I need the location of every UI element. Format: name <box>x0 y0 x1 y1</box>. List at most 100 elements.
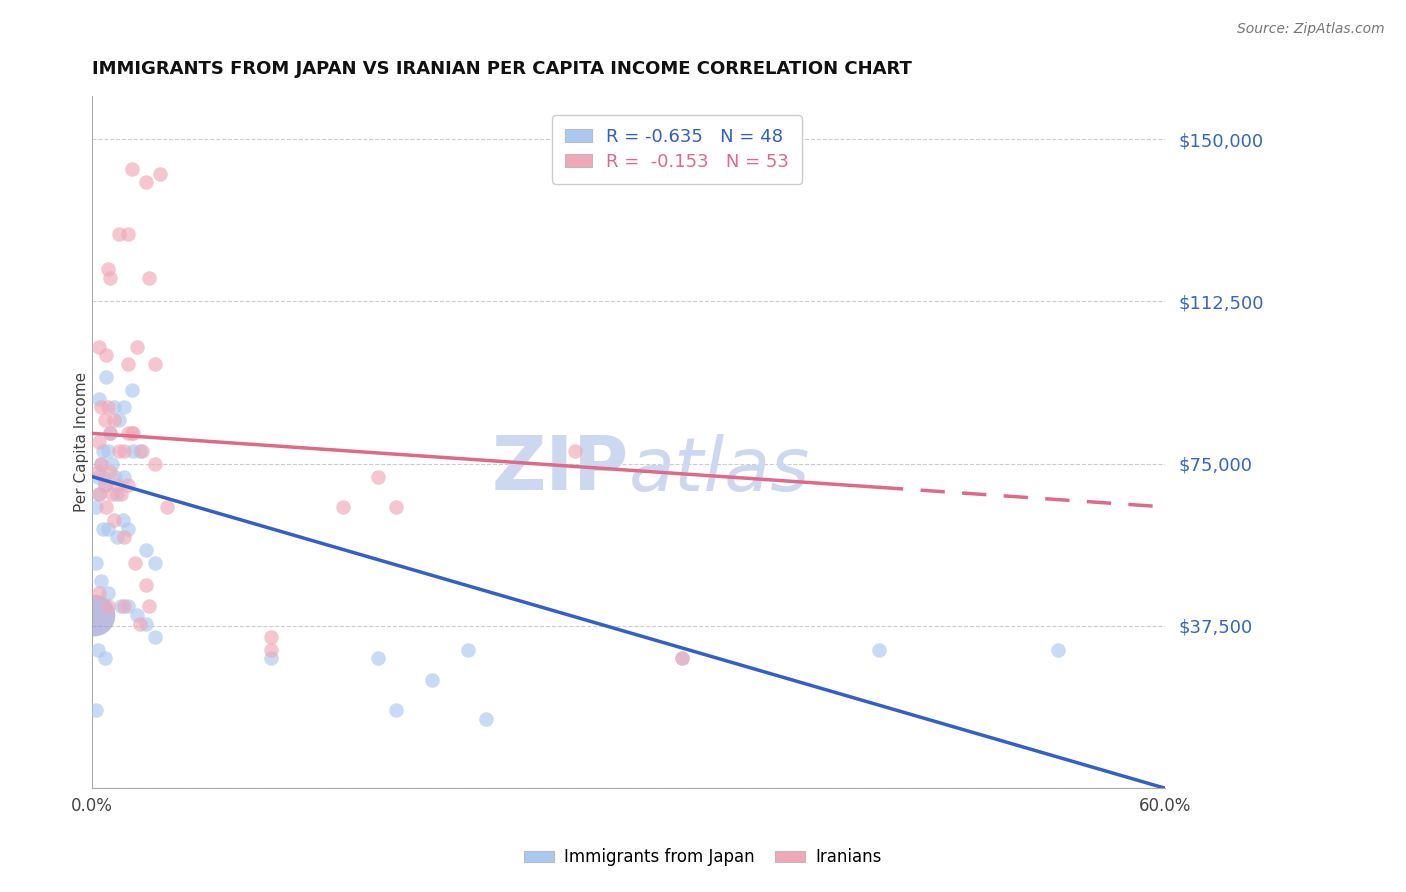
Point <box>149 167 172 181</box>
Point <box>104 469 127 483</box>
Point <box>868 642 890 657</box>
Point <box>135 543 157 558</box>
Point <box>91 522 114 536</box>
Point <box>122 426 145 441</box>
Point <box>103 513 125 527</box>
Point <box>117 478 139 492</box>
Point <box>474 712 496 726</box>
Point <box>260 630 283 644</box>
Point <box>97 443 120 458</box>
Text: atlas: atlas <box>628 434 810 506</box>
Point <box>84 500 107 514</box>
Point <box>117 227 139 242</box>
Point <box>131 443 153 458</box>
Point <box>129 616 152 631</box>
Point <box>138 270 160 285</box>
Text: ZIP: ZIP <box>491 434 628 507</box>
Y-axis label: Per Capita Income: Per Capita Income <box>73 372 89 512</box>
Point <box>105 530 128 544</box>
Point <box>103 401 125 415</box>
Point <box>332 500 354 514</box>
Point <box>97 261 120 276</box>
Point <box>103 413 125 427</box>
Point <box>260 651 283 665</box>
Point <box>89 340 111 354</box>
Point <box>121 383 143 397</box>
Point <box>135 175 157 189</box>
Point <box>86 642 108 657</box>
Point <box>96 349 118 363</box>
Point <box>156 500 179 514</box>
Point <box>84 556 107 570</box>
Point <box>117 599 139 614</box>
Point <box>135 578 157 592</box>
Point <box>96 370 118 384</box>
Text: Source: ZipAtlas.com: Source: ZipAtlas.com <box>1237 22 1385 37</box>
Point <box>385 500 408 514</box>
Point <box>138 599 160 614</box>
Point <box>110 599 132 614</box>
Point <box>125 608 148 623</box>
Point <box>83 608 105 623</box>
Point <box>129 443 152 458</box>
Point <box>108 413 131 427</box>
Point <box>105 487 128 501</box>
Point <box>98 466 121 480</box>
Text: IMMIGRANTS FROM JAPAN VS IRANIAN PER CAPITA INCOME CORRELATION CHART: IMMIGRANTS FROM JAPAN VS IRANIAN PER CAP… <box>93 60 912 78</box>
Point <box>101 457 124 471</box>
Point <box>1046 642 1069 657</box>
Point <box>671 651 693 665</box>
Point <box>112 401 135 415</box>
Point <box>93 413 115 427</box>
Point <box>112 469 135 483</box>
Point <box>420 673 443 687</box>
Point <box>117 357 139 371</box>
Point <box>98 426 121 441</box>
Point <box>143 630 166 644</box>
Point <box>367 651 389 665</box>
Point <box>93 478 115 492</box>
Point <box>90 401 112 415</box>
Point <box>108 227 131 242</box>
Point <box>457 642 479 657</box>
Point <box>97 599 120 614</box>
Point <box>135 616 157 631</box>
Point <box>89 487 111 501</box>
Point <box>117 426 139 441</box>
Point <box>124 556 146 570</box>
Point <box>91 443 114 458</box>
Point <box>105 478 128 492</box>
Point <box>367 469 389 483</box>
Point <box>97 401 120 415</box>
Point <box>671 651 693 665</box>
Point <box>86 466 108 480</box>
Point <box>385 703 408 717</box>
Point <box>91 469 114 483</box>
Point <box>97 586 120 600</box>
Point <box>97 522 120 536</box>
Point <box>93 651 115 665</box>
Point <box>112 530 135 544</box>
Point <box>86 469 108 483</box>
Point <box>98 426 121 441</box>
Point <box>564 443 586 458</box>
Point <box>260 642 283 657</box>
Point <box>89 586 111 600</box>
Point <box>110 487 132 501</box>
Point <box>89 435 111 450</box>
Point <box>125 340 148 354</box>
Point <box>143 556 166 570</box>
Point <box>89 392 111 406</box>
Legend: Immigrants from Japan, Iranians: Immigrants from Japan, Iranians <box>517 842 889 873</box>
Point <box>121 426 143 441</box>
Point <box>143 457 166 471</box>
Point <box>101 487 124 501</box>
Point <box>143 357 166 371</box>
Point <box>96 500 118 514</box>
Point <box>108 443 131 458</box>
Point <box>117 522 139 536</box>
Point <box>121 162 143 177</box>
Point <box>112 599 135 614</box>
Point <box>112 443 135 458</box>
Point <box>89 487 111 501</box>
